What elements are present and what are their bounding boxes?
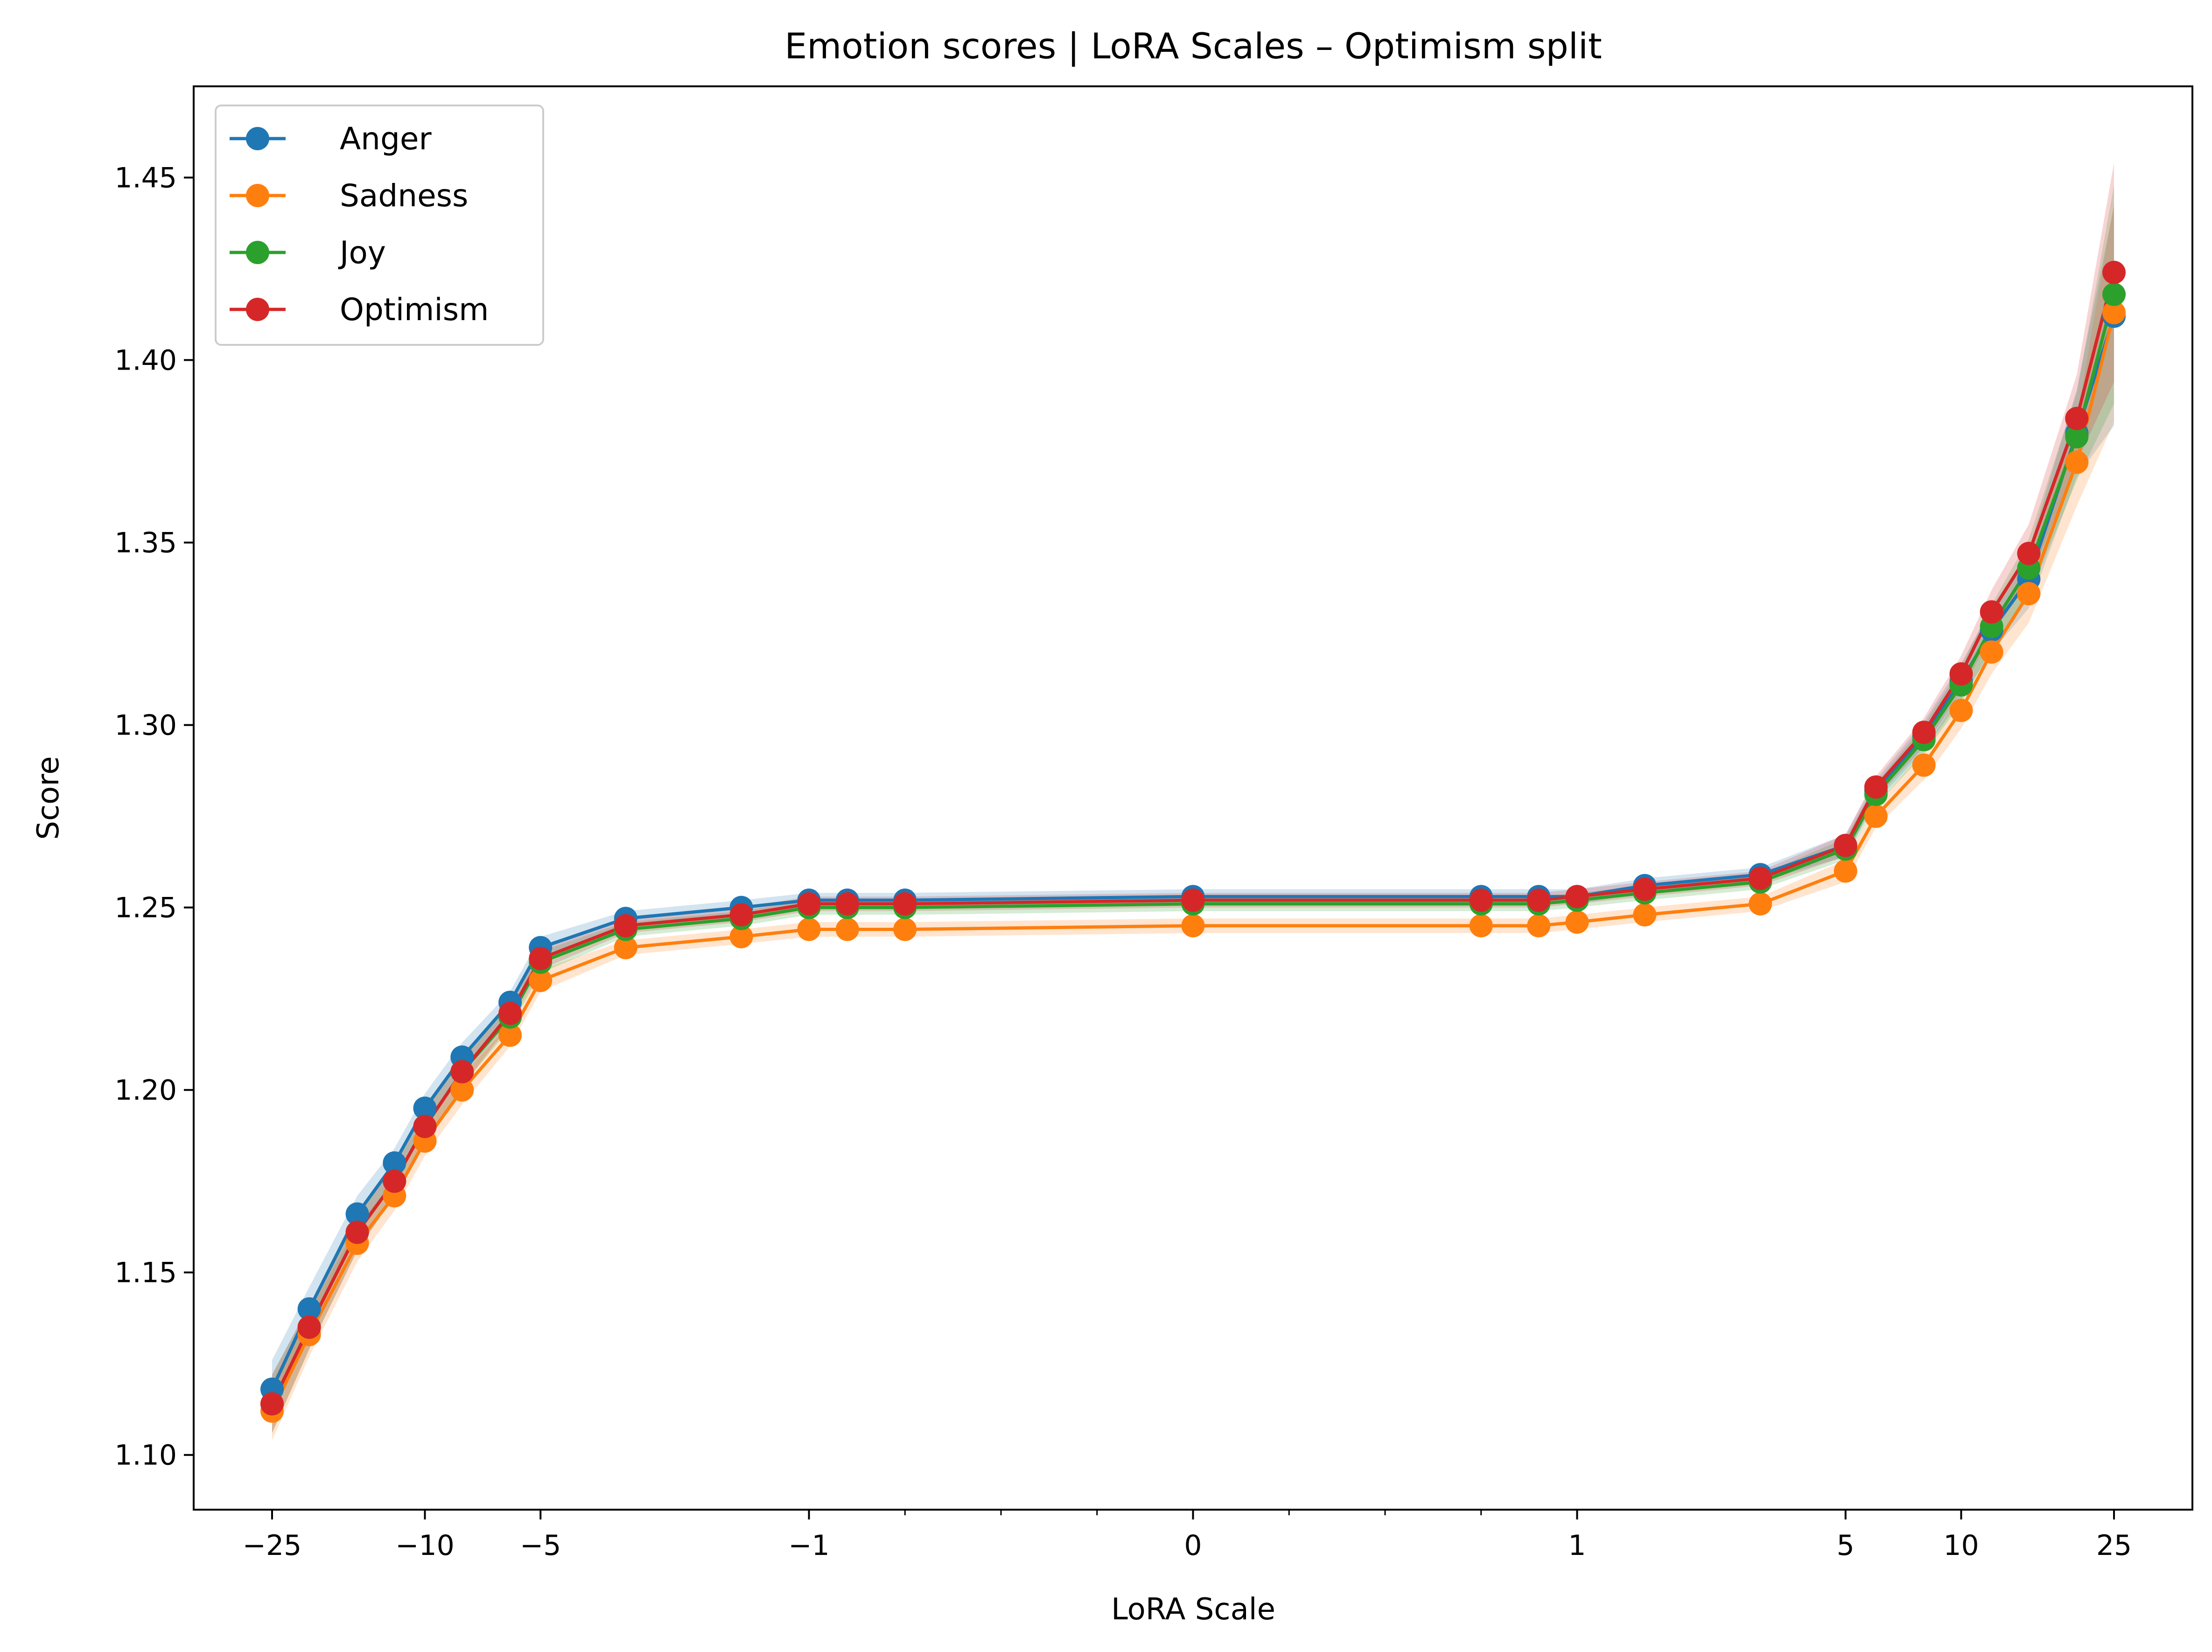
point-optimism (1834, 833, 1857, 857)
point-optimism (2065, 406, 2089, 430)
y-tick-label: 1.10 (114, 1439, 177, 1472)
point-optimism (2102, 260, 2126, 284)
point-optimism (1912, 721, 1936, 744)
point-optimism (450, 1060, 474, 1084)
point-optimism (345, 1220, 369, 1244)
point-optimism (413, 1114, 437, 1138)
legend-swatch-marker (246, 184, 269, 207)
series-points (260, 260, 2126, 1423)
point-optimism (1527, 889, 1551, 912)
point-sadness (1912, 753, 1936, 777)
x-tick-label: 10 (1943, 1529, 1979, 1562)
legend-label-sadness: Sadness (340, 178, 468, 214)
point-anger (413, 1096, 437, 1120)
point-optimism (893, 892, 917, 916)
y-tick-label: 1.15 (114, 1257, 177, 1289)
point-sadness (1864, 805, 1888, 828)
point-optimism (1749, 867, 1772, 890)
point-anger (345, 1202, 369, 1226)
y-axis: 1.10 1.15 1.20 1.25 1.30 1.35 1.40 1.45 (114, 162, 194, 1472)
y-tick-label: 1.30 (114, 709, 177, 742)
point-optimism (260, 1392, 284, 1416)
point-optimism (1864, 775, 1888, 799)
legend-swatch-marker (246, 241, 269, 264)
x-tick-label: 0 (1184, 1529, 1202, 1562)
point-optimism (1633, 877, 1657, 901)
y-axis-label: Score (31, 756, 66, 840)
point-optimism (797, 892, 821, 916)
point-optimism (1181, 889, 1205, 912)
point-optimism (297, 1316, 321, 1339)
y-tick-label: 1.20 (114, 1074, 177, 1107)
point-optimism (1469, 889, 1493, 912)
point-joy (2065, 425, 2089, 448)
y-tick-label: 1.35 (114, 527, 177, 560)
x-axis-label: LoRA Scale (1111, 1592, 1275, 1627)
point-sadness (1834, 859, 1857, 883)
point-sadness (614, 936, 637, 959)
x-tick-label: 1 (1568, 1529, 1586, 1562)
legend-swatch-marker (246, 298, 269, 321)
point-sadness (1633, 903, 1657, 927)
x-tick-label: −10 (395, 1529, 455, 1562)
legend-label-optimism: Optimism (340, 292, 489, 328)
point-sadness (1949, 699, 1973, 722)
point-sadness (893, 917, 917, 941)
chart-title: Emotion scores | LoRA Scales – Optimism … (784, 25, 1602, 67)
point-optimism (1565, 885, 1589, 909)
legend-swatch-marker (246, 127, 269, 150)
point-sadness (450, 1078, 474, 1102)
point-sadness (835, 917, 859, 941)
legend-label-joy: Joy (338, 235, 386, 271)
point-sadness (1749, 892, 1772, 916)
y-tick-label: 1.25 (114, 892, 177, 924)
point-sadness (729, 925, 753, 949)
point-anger (383, 1151, 406, 1175)
legend-box (215, 105, 544, 346)
point-optimism (835, 892, 859, 916)
x-tick-label: −5 (520, 1529, 561, 1562)
x-tick-label: −1 (788, 1529, 829, 1562)
point-sadness (529, 969, 553, 992)
point-optimism (2017, 542, 2041, 565)
point-optimism (729, 903, 753, 927)
point-sadness (2017, 582, 2041, 606)
point-sadness (1980, 640, 2003, 664)
point-optimism (529, 947, 553, 971)
point-sadness (1469, 914, 1493, 938)
point-optimism (498, 1001, 522, 1025)
point-sadness (2102, 301, 2126, 324)
legend: Anger Sadness Joy Optimism (215, 105, 544, 346)
y-tick-label: 1.45 (114, 162, 177, 195)
point-sadness (2065, 450, 2089, 474)
point-optimism (614, 914, 637, 938)
x-tick-label: 5 (1837, 1529, 1855, 1562)
point-anger (297, 1297, 321, 1321)
point-joy (2102, 282, 2126, 306)
x-tick-label: −25 (243, 1529, 302, 1562)
point-sadness (1181, 914, 1205, 938)
x-tick-label: 25 (2096, 1529, 2132, 1562)
legend-label-anger: Anger (340, 121, 432, 157)
point-sadness (498, 1023, 522, 1047)
y-tick-label: 1.40 (114, 344, 177, 377)
point-sadness (1527, 914, 1551, 938)
x-axis: −25 −10 −5 −1 0 1 5 10 25 (243, 1510, 2132, 1562)
point-optimism (1980, 600, 2003, 624)
point-optimism (1949, 662, 1973, 686)
point-sadness (797, 917, 821, 941)
point-sadness (1565, 910, 1589, 934)
point-optimism (383, 1169, 406, 1193)
